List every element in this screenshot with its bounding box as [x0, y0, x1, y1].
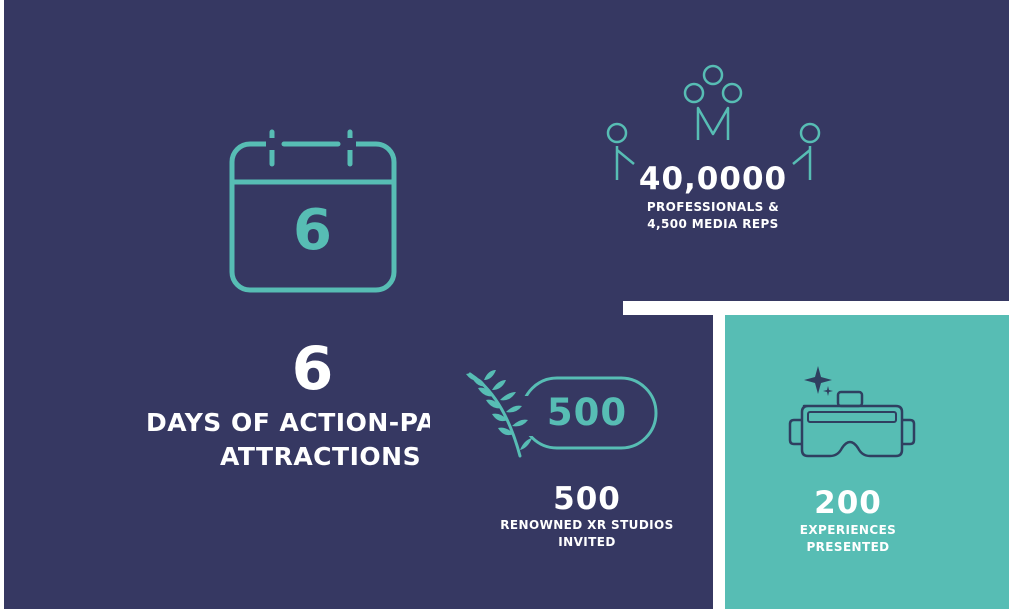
experiences-stat-caption-line1: EXPERIENCES	[799, 523, 897, 537]
experiences-stat-caption-line2: PRESENTED	[806, 540, 890, 554]
professionals-stat-value: 40,0000	[638, 161, 788, 197]
studios-stat-caption-line1: RENOWNED XR STUDIOS	[500, 518, 674, 532]
studios-card	[430, 315, 713, 609]
days-stat-block: 6 DAYS OF ACTION-PACKED ATTRACTIONS	[4, 320, 430, 500]
professionals-stat-caption-line2: 4,500 MEDIA REPS	[647, 217, 779, 231]
studios-stat-value: 500	[553, 481, 621, 517]
professionals-stat-caption-line1: PROFESSIONALS &	[646, 200, 780, 214]
studios-badge-value: 500	[546, 391, 628, 434]
days-stat-value: 6	[291, 334, 335, 404]
white-divider	[713, 301, 725, 609]
vr-headset-icon	[788, 366, 916, 458]
studios-stat-caption-line2: INVITED	[558, 535, 616, 549]
experiences-stat-value: 200	[814, 485, 882, 521]
calendar-day-number: 6	[293, 198, 333, 263]
experiences-card	[725, 315, 1009, 609]
people-icon	[606, 64, 821, 180]
white-strip	[623, 301, 1009, 315]
calendar-icon	[229, 129, 397, 293]
laurel-badge-icon	[466, 370, 658, 458]
days-stat-caption-line2: ATTRACTIONS	[220, 442, 422, 471]
days-stat-caption-line1: DAYS OF ACTION-PACKED	[146, 408, 430, 437]
